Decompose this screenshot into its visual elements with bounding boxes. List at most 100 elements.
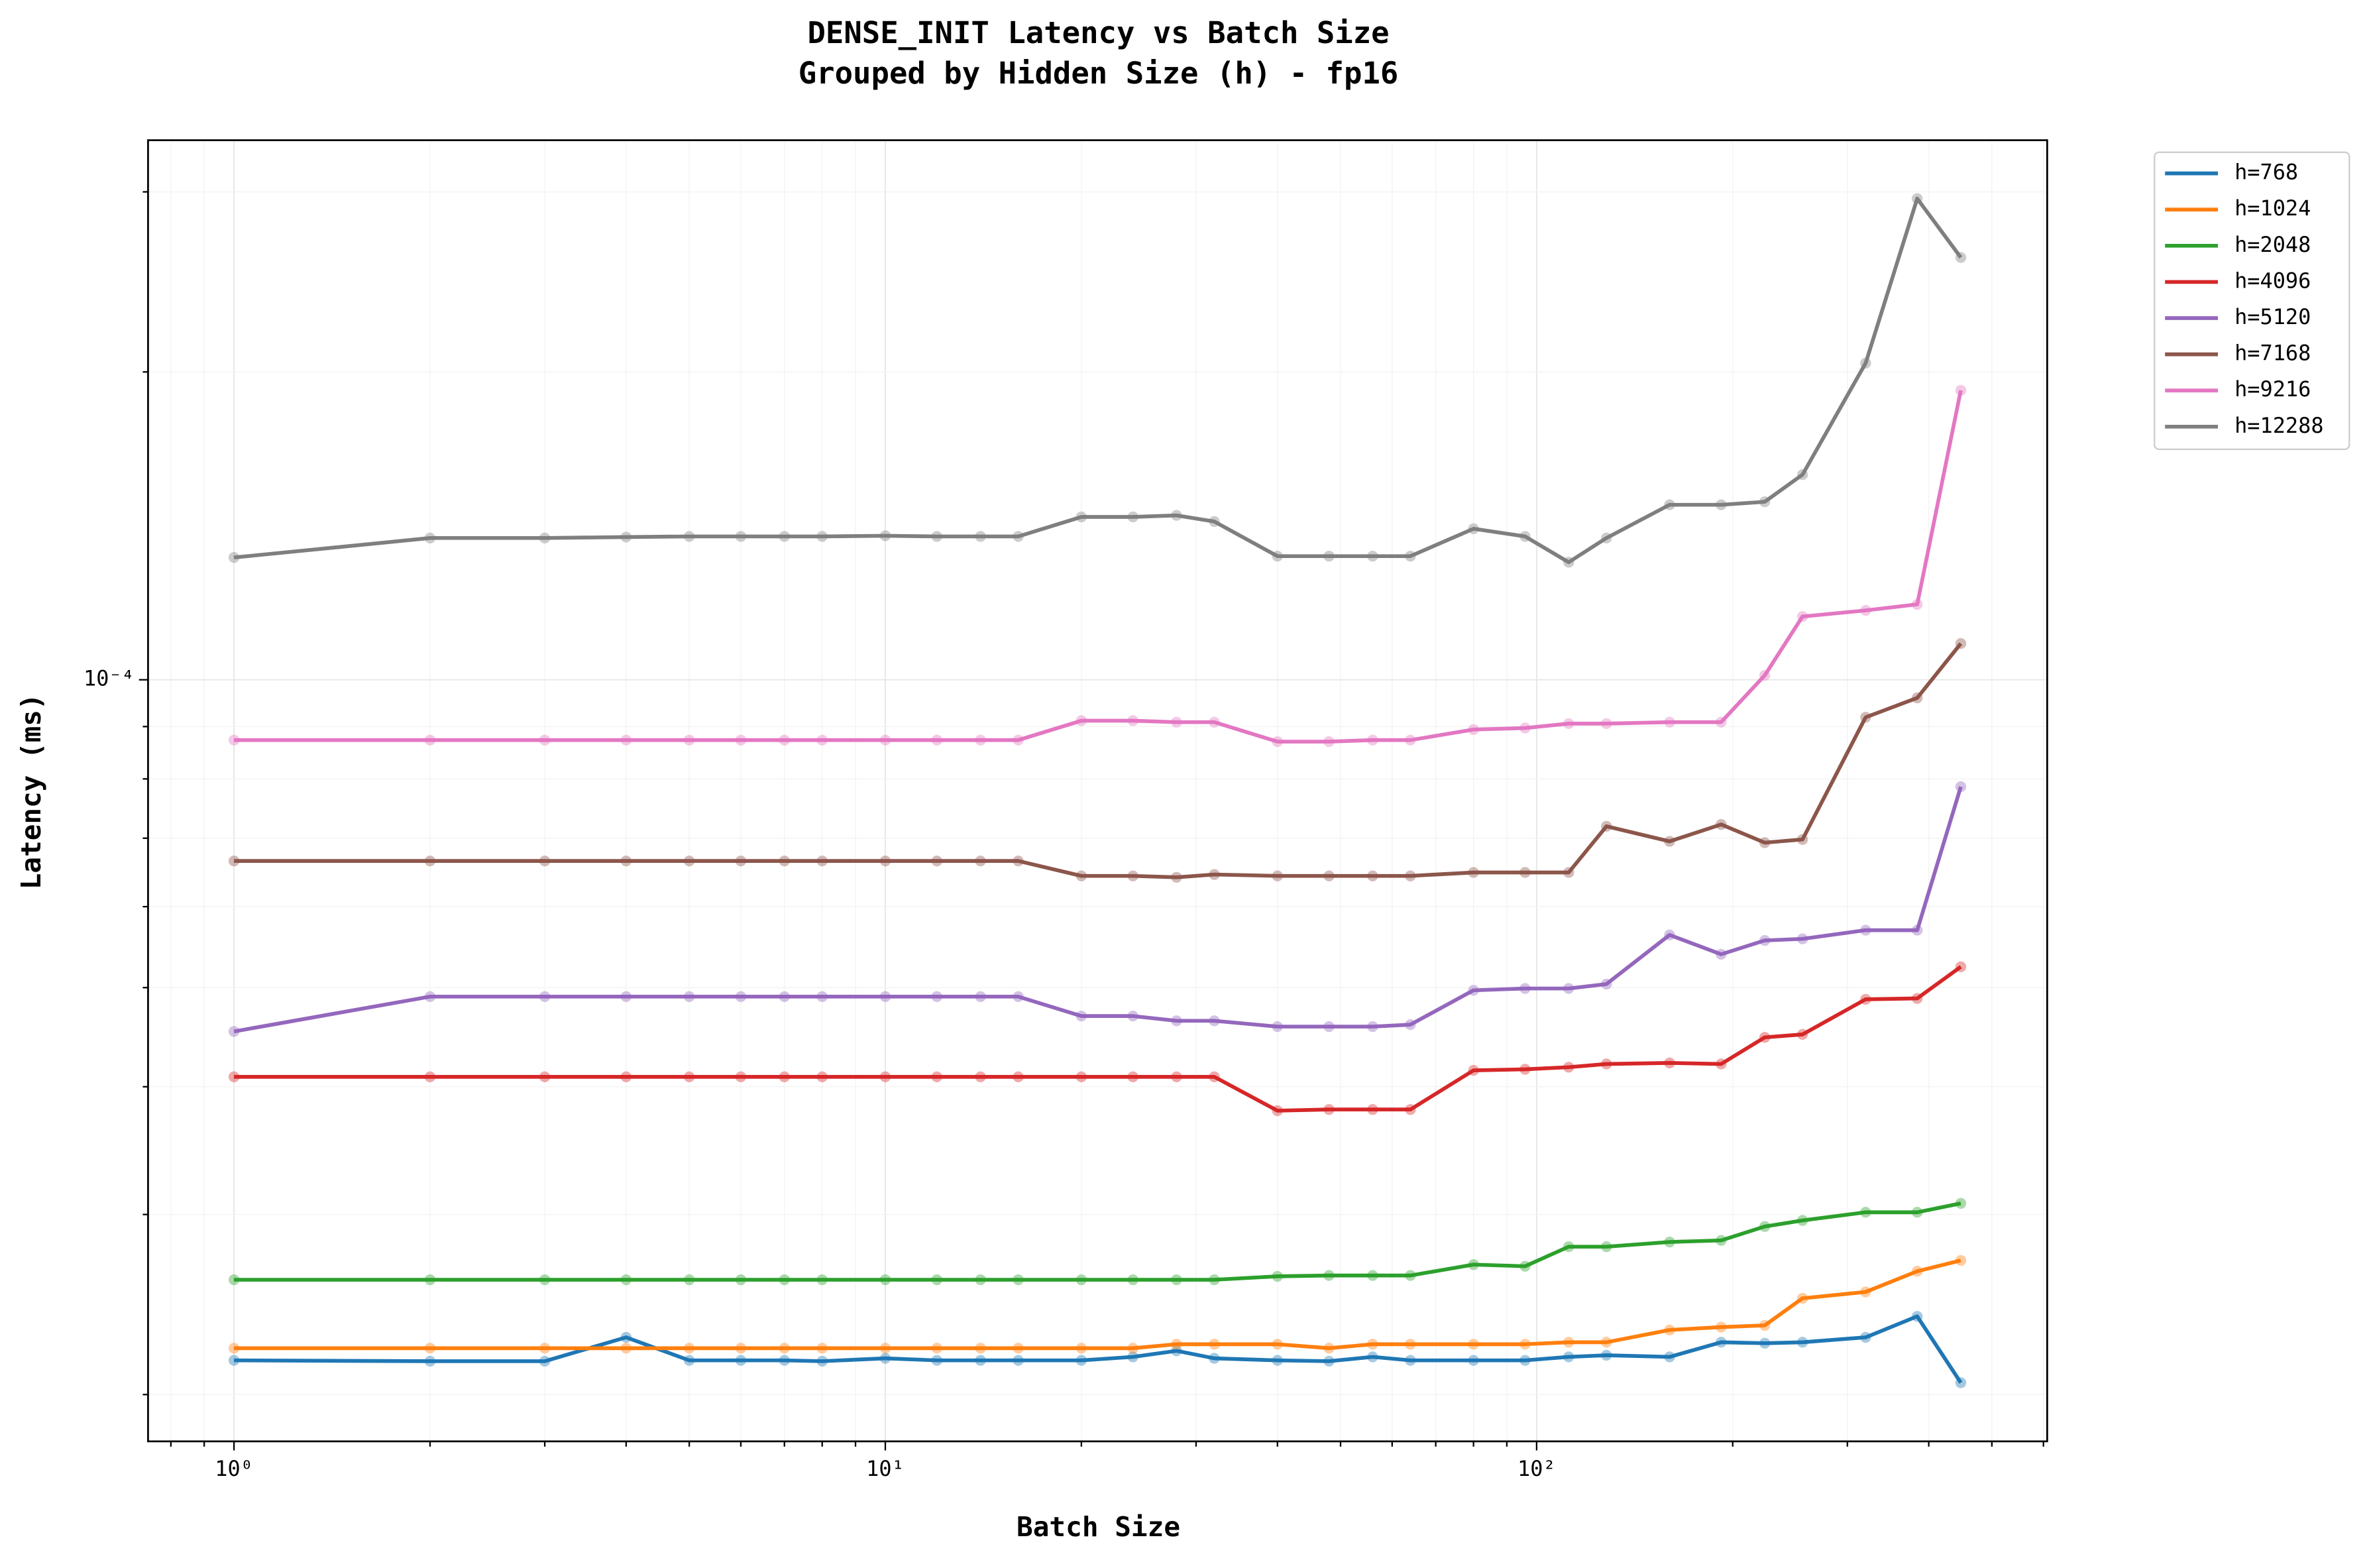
data-point	[683, 855, 695, 867]
data-point	[1664, 1324, 1675, 1336]
data-point	[1367, 1339, 1378, 1350]
data-point	[931, 734, 943, 746]
data-point	[1209, 516, 1220, 528]
data-point	[735, 531, 747, 542]
data-point	[1323, 1270, 1335, 1281]
data-point	[1209, 1071, 1220, 1083]
data-point	[1013, 1071, 1024, 1083]
legend-box	[2154, 151, 2350, 451]
data-point	[1367, 734, 1378, 746]
data-point	[228, 1343, 240, 1354]
data-point	[879, 1343, 891, 1354]
data-point	[879, 855, 891, 867]
data-point	[1563, 718, 1574, 730]
data-point	[683, 1274, 695, 1286]
data-point	[931, 1274, 943, 1286]
data-point	[1468, 523, 1479, 535]
data-point	[1601, 718, 1612, 730]
data-point	[539, 1274, 551, 1286]
data-point	[1519, 1260, 1531, 1272]
data-point	[1664, 929, 1675, 940]
data-point	[1171, 871, 1182, 883]
legend-label: h=7168	[2234, 341, 2311, 366]
data-point	[931, 991, 943, 1002]
data-point	[424, 734, 436, 746]
series-line	[234, 1314, 1963, 1384]
data-point	[1405, 550, 1416, 562]
data-point	[683, 531, 695, 542]
data-point	[620, 734, 632, 746]
data-point	[1075, 1010, 1087, 1022]
data-point	[1601, 532, 1612, 544]
data-point	[735, 734, 747, 746]
data-point	[1563, 1351, 1574, 1363]
series-line	[234, 642, 1963, 879]
data-point	[620, 991, 632, 1002]
data-point	[1272, 1339, 1283, 1350]
data-point	[735, 1355, 747, 1366]
data-point	[975, 1274, 986, 1286]
x-axis-label: Batch Size	[1017, 1511, 1180, 1543]
data-point	[879, 1274, 891, 1286]
data-point	[1405, 1339, 1416, 1350]
data-point	[1468, 724, 1479, 736]
data-point	[1563, 1241, 1574, 1253]
data-point	[424, 855, 436, 867]
data-point	[1323, 1343, 1335, 1354]
data-point	[1171, 1274, 1182, 1286]
data-point	[228, 855, 240, 867]
data-point	[1272, 1021, 1283, 1033]
data-point	[1127, 1010, 1138, 1022]
x-tick-label: 10²	[1517, 1456, 1556, 1481]
data-point	[539, 532, 551, 544]
data-point	[931, 1343, 943, 1354]
data-point	[816, 531, 828, 542]
series-line	[234, 965, 1962, 1113]
data-point	[816, 734, 828, 746]
data-point	[1468, 1259, 1479, 1270]
data-point	[228, 1071, 240, 1083]
data-point	[424, 1274, 436, 1286]
data-point	[620, 532, 632, 543]
data-point	[1468, 985, 1479, 996]
data-point	[735, 1343, 747, 1354]
data-point	[1272, 736, 1283, 748]
data-point	[683, 1355, 695, 1366]
data-point	[1323, 1355, 1335, 1367]
data-point	[1860, 604, 1871, 616]
data-point	[816, 1071, 828, 1083]
data-point	[931, 1071, 943, 1083]
data-point	[228, 552, 240, 563]
chart-subtitle: Grouped by Hidden Size (h) - fp16	[799, 56, 1399, 91]
data-point	[1601, 1337, 1612, 1348]
data-point	[1912, 1266, 1923, 1277]
data-point	[1519, 1339, 1531, 1350]
data-point	[1912, 924, 1923, 936]
data-point	[1171, 1071, 1182, 1083]
data-point	[1171, 1345, 1182, 1357]
data-point	[1013, 1343, 1024, 1354]
series-line	[233, 786, 1963, 1034]
data-point	[620, 855, 632, 867]
data-point	[1171, 716, 1182, 728]
chart-title: DENSE_INIT Latency vs Batch Size	[807, 15, 1389, 50]
y-tick-label: 10⁻⁴	[83, 666, 135, 691]
data-point	[1367, 550, 1378, 562]
data-point	[1519, 867, 1531, 878]
data-point	[879, 1353, 891, 1364]
data-point	[1955, 961, 1967, 973]
data-point	[1759, 496, 1771, 508]
data-point	[1272, 1270, 1283, 1282]
data-point	[779, 991, 790, 1002]
data-point	[1405, 1270, 1416, 1281]
data-point	[1127, 1351, 1138, 1363]
data-point	[816, 1343, 828, 1354]
data-point	[1405, 734, 1416, 746]
legend-label: h=2048	[2234, 232, 2311, 257]
data-point	[879, 530, 891, 541]
data-point	[1664, 1057, 1675, 1069]
data-point	[1860, 1207, 1871, 1218]
data-point	[1860, 924, 1871, 936]
data-point	[1664, 1236, 1675, 1248]
